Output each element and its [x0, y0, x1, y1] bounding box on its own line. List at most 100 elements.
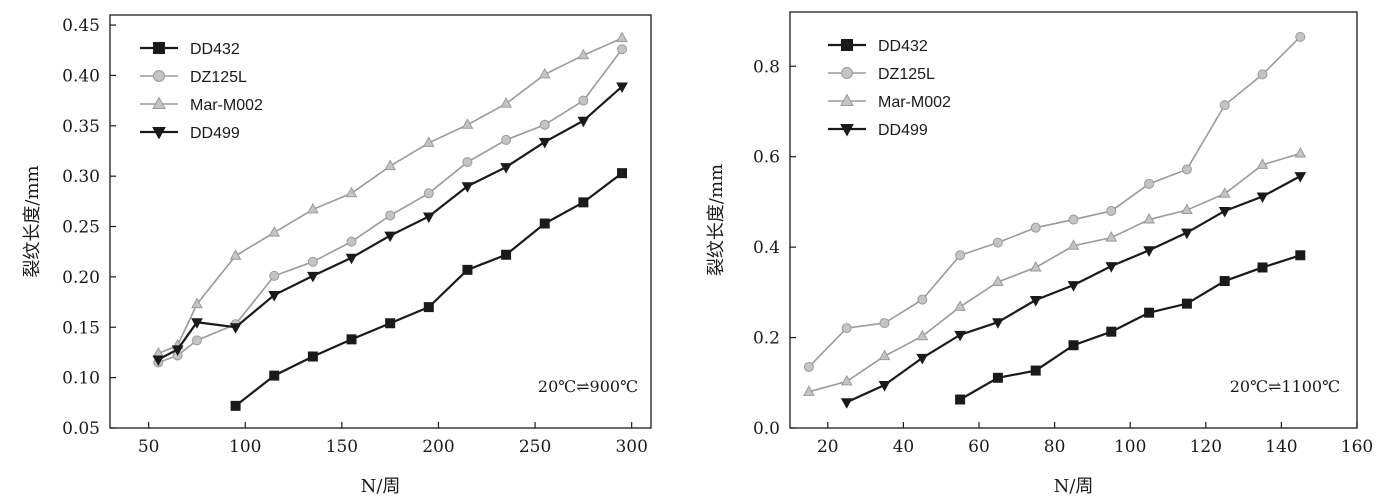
data-point: [501, 134, 512, 145]
data-point: [1257, 69, 1268, 80]
x-tick-label: 60: [968, 437, 990, 457]
legend-entry: DD499: [828, 122, 928, 139]
data-point: [917, 294, 928, 305]
data-point: [1143, 213, 1155, 224]
data-point: [461, 182, 474, 193]
series-dz125l: [803, 31, 1306, 372]
data-point: [1029, 260, 1042, 272]
y-tick-label: 0.30: [62, 167, 100, 187]
legend-entry: DZ125L: [140, 69, 247, 86]
legend-label: DD432: [190, 41, 240, 58]
data-point: [1256, 158, 1269, 169]
data-point: [992, 318, 1004, 329]
data-point: [1257, 262, 1268, 273]
data-point: [1218, 206, 1231, 218]
legend-label: DZ125L: [878, 66, 935, 83]
data-point: [1181, 203, 1193, 215]
data-point: [916, 353, 929, 365]
data-point: [578, 197, 589, 208]
data-point: [307, 351, 318, 362]
series-line: [158, 48, 623, 364]
data-point: [954, 300, 966, 311]
series-dd499: [840, 172, 1307, 409]
y-tick-label: 0.20: [62, 268, 100, 288]
series-line: [808, 36, 1301, 368]
legend-entry: DD499: [140, 125, 240, 142]
data-point: [1181, 164, 1192, 175]
data-point: [916, 329, 929, 341]
y-tick-label: 0.2: [753, 329, 780, 349]
legend-entry: Mar-M002: [828, 93, 951, 111]
data-point: [1068, 340, 1079, 351]
data-point: [1144, 307, 1155, 318]
data-point: [345, 186, 358, 198]
legend-marker: [840, 124, 854, 137]
legend-label: DD499: [878, 122, 928, 139]
series-line: [157, 37, 623, 355]
data-point: [840, 374, 853, 386]
plot-frame: [789, 11, 1358, 429]
legend-entry: DZ125L: [828, 66, 935, 83]
data-point: [384, 231, 397, 243]
data-point: [1067, 281, 1080, 292]
data-point: [1181, 228, 1193, 240]
data-point: [307, 256, 318, 267]
x-tick-label: 120: [1190, 437, 1222, 457]
data-point: [191, 335, 202, 346]
x-tick-label: 200: [422, 437, 454, 457]
y-tick-label: 0.35: [62, 117, 100, 137]
data-point: [229, 249, 242, 260]
data-point: [500, 97, 512, 108]
data-point: [840, 398, 853, 409]
data-point: [307, 271, 319, 283]
data-point: [992, 372, 1003, 383]
data-point: [803, 361, 814, 372]
data-point: [1219, 100, 1230, 111]
data-point: [269, 370, 280, 381]
data-point: [841, 323, 852, 334]
data-point: [230, 400, 241, 411]
data-point: [1105, 231, 1118, 242]
x-tick-label: 20: [817, 437, 839, 457]
y-tick-label: 0.0: [753, 419, 780, 439]
x-tick-label: 50: [138, 437, 160, 457]
data-point: [954, 330, 966, 342]
x-tick-label: 250: [519, 437, 551, 457]
data-point: [616, 31, 628, 43]
data-point: [617, 168, 628, 179]
series-line: [234, 172, 623, 407]
data-point: [616, 82, 628, 94]
data-point: [1295, 31, 1306, 42]
legend-marker: [152, 127, 166, 140]
legend-marker: [153, 42, 165, 54]
legend-label: Mar-M002: [878, 94, 951, 111]
y-axis-title: 裂纹长度/mm: [706, 164, 727, 276]
data-point: [423, 302, 434, 313]
data-point: [1030, 365, 1041, 376]
legend-entry: DD432: [828, 38, 928, 55]
y-tick-label: 0.25: [62, 218, 100, 238]
legend-label: DZ125L: [190, 69, 247, 86]
data-point: [878, 381, 891, 392]
x-tick-label: 150: [326, 437, 358, 457]
data-point: [171, 345, 184, 356]
data-point: [462, 264, 473, 275]
data-point: [462, 157, 473, 168]
data-point: [617, 44, 628, 55]
data-point: [578, 95, 589, 106]
series-line: [959, 254, 1301, 401]
x-tick-label: 140: [1265, 437, 1297, 457]
data-point: [992, 275, 1004, 286]
data-point: [878, 349, 891, 361]
data-point: [1105, 262, 1118, 273]
data-point: [346, 236, 357, 247]
legend-label: DD432: [878, 38, 928, 55]
legend-entry: Mar-M002: [140, 96, 263, 114]
data-point: [992, 237, 1003, 248]
y-tick-label: 0.40: [62, 66, 100, 86]
data-point: [385, 210, 396, 221]
x-tick-label: 40: [893, 437, 915, 457]
series-dd432: [230, 168, 628, 411]
chart-1: 50 100 150 200 250 300 0.05 0.10 0.15 0.20 0.25 0.3…: [22, 14, 652, 497]
